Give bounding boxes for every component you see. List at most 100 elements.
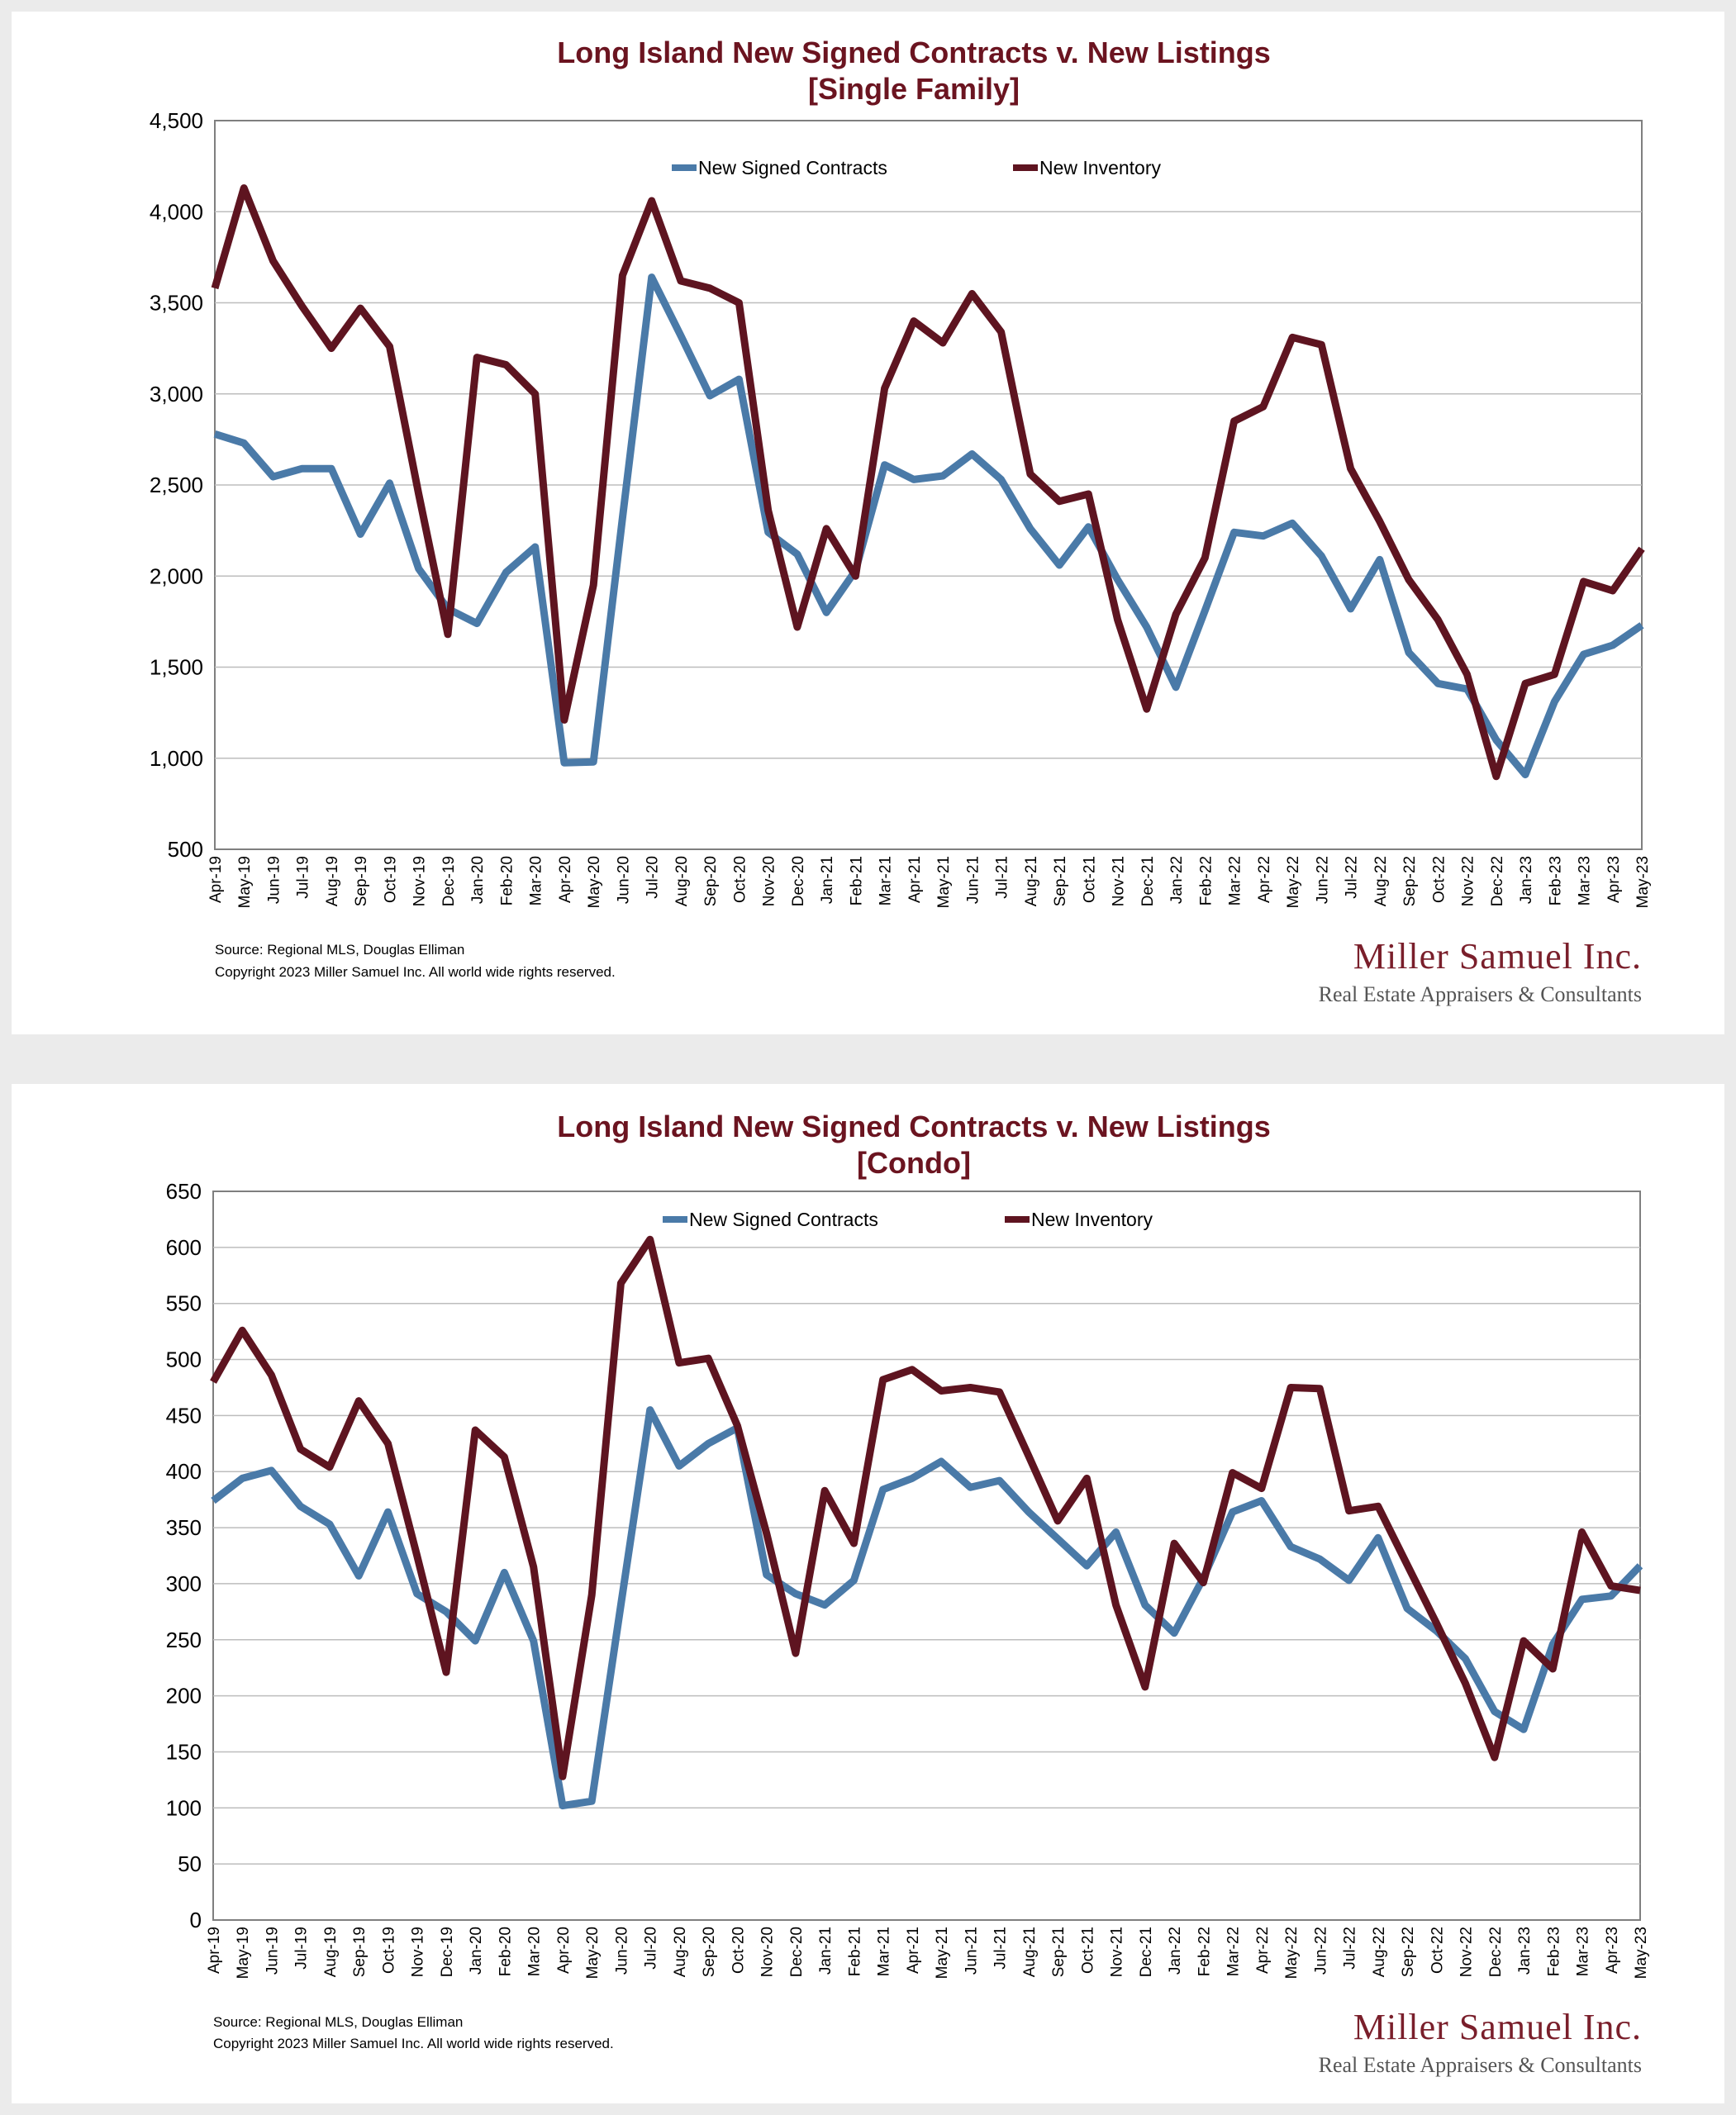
x-tick-label: Jun-22 (1314, 856, 1331, 904)
x-axis: Apr-19 May-19 Jun-19 Jul-19 Aug-19 Sep-19 Oct-… (207, 856, 1652, 908)
chart-panel-condo: Long Island New Signed Contracts v. New … (12, 1084, 1724, 2103)
x-tick-label: Jan-23 (1518, 856, 1535, 904)
x-tick-label: Apr-19 (207, 856, 225, 903)
x-tick-label: Dec-21 (1139, 856, 1157, 906)
y-tick-label: 3,500 (150, 291, 203, 316)
y-tick-label: 600 (166, 1235, 202, 1260)
y-tick-label: 500 (166, 1347, 202, 1372)
x-tick-label: May-21 (935, 856, 953, 908)
chart-single-family: Long Island New Signed Contracts v. New … (150, 36, 1652, 1006)
x-tick-label: Aug-22 (1371, 1927, 1388, 1977)
x-tick-label: Jun-20 (613, 1927, 630, 1975)
series-line-inventory (210, 1235, 1641, 1780)
x-tick-label: Dec-19 (440, 856, 458, 906)
y-axis: 500 1,000 1,500 2,000 2,500 3,000 3,500 4,000 4,… (150, 108, 203, 862)
x-tick-label: Jan-20 (469, 856, 487, 904)
x-tick-label: Feb-23 (1547, 856, 1564, 905)
x-tick-label: May-23 (1633, 1927, 1650, 1979)
x-tick-label: May-22 (1285, 856, 1302, 908)
x-tick-label: Jul-19 (293, 1927, 311, 1970)
x-tick-label: Dec-19 (439, 1927, 456, 1977)
x-tick-label: Oct-20 (730, 1927, 747, 1974)
y-tick-label: 350 (166, 1515, 202, 1540)
plot-area (212, 1191, 1641, 1921)
y-tick-label: 300 (166, 1571, 202, 1596)
x-tick-label: May-19 (235, 1927, 252, 1979)
x-tick-label: Aug-22 (1372, 856, 1390, 906)
x-tick-label: Jun-19 (265, 856, 283, 904)
x-tick-label: Feb-21 (848, 856, 865, 905)
x-tick-label: Sep-22 (1401, 856, 1419, 906)
x-tick-label: May-21 (934, 1927, 951, 1979)
x-tick-label: Jan-22 (1168, 856, 1186, 904)
brand-tagline: Real Estate Appraisers & Consultants (1319, 982, 1642, 1006)
x-tick-label: Apr-21 (905, 1927, 922, 1974)
x-tick-label: Apr-20 (557, 856, 574, 903)
x-tick-label: Jan-22 (1167, 1927, 1184, 1975)
y-tick-label: 150 (166, 1739, 202, 1764)
x-tick-label: Aug-19 (322, 1927, 340, 1977)
x-tick-label: Oct-19 (380, 1927, 397, 1974)
y-tick-label: 0 (190, 1908, 202, 1932)
source-note: Source: Regional MLS, Douglas Elliman (213, 2014, 463, 2030)
x-tick-label: Apr-23 (1605, 856, 1623, 903)
chart-subtitle: [Condo] (857, 1146, 971, 1180)
x-tick-label: Aug-19 (324, 856, 341, 906)
x-tick-label: Oct-20 (731, 856, 749, 903)
y-tick-label: 2,500 (150, 473, 203, 497)
y-tick-label: 250 (166, 1628, 202, 1652)
y-tick-label: 400 (166, 1459, 202, 1484)
x-tick-label: Nov-20 (761, 856, 778, 906)
chart-condo: Long Island New Signed Contracts v. New … (166, 1110, 1650, 2077)
x-tick-label: Mar-23 (1575, 1927, 1592, 1976)
x-tick-label: Mar-21 (878, 856, 895, 905)
x-tick-label: Oct-21 (1079, 1927, 1096, 1974)
y-tick-label: 1,000 (150, 746, 203, 771)
x-tick-label: May-23 (1634, 856, 1652, 908)
x-tick-label: Mar-22 (1227, 856, 1244, 905)
x-tick-label: Apr-22 (1256, 856, 1273, 903)
x-tick-label: Jul-19 (295, 856, 312, 899)
x-tick-label: Mar-21 (876, 1927, 893, 1976)
x-tick-label: Aug-20 (673, 856, 691, 906)
x-tick-label: Oct-22 (1430, 856, 1448, 903)
x-tick-label: Nov-21 (1109, 1927, 1126, 1977)
x-tick-label: May-19 (236, 856, 254, 908)
chart-panel-single-family: Long Island New Signed Contracts v. New … (12, 12, 1724, 1034)
x-tick-label: Apr-19 (206, 1927, 223, 1974)
x-tick-label: Nov-19 (411, 856, 429, 906)
brand-logo-text: Miller Samuel Inc. (1353, 936, 1642, 977)
legend: New Signed Contracts New Inventory (672, 157, 1162, 178)
brand-logo-text: Miller Samuel Inc. (1353, 2007, 1642, 2047)
y-tick-label: 1,500 (150, 655, 203, 680)
legend-label-inventory: New Inventory (1039, 157, 1162, 178)
x-tick-label: Nov-22 (1460, 856, 1477, 906)
x-tick-label: Oct-21 (1081, 856, 1098, 903)
x-tick-label: Apr-20 (555, 1927, 573, 1974)
chart-title: Long Island New Signed Contracts v. New … (557, 1110, 1270, 1143)
x-tick-label: Dec-21 (1138, 1927, 1155, 1977)
x-tick-label: Jul-21 (994, 856, 1011, 899)
x-tick-label: Sep-21 (1050, 1927, 1068, 1977)
x-tick-label: Feb-21 (846, 1927, 863, 1976)
x-tick-label: Mar-20 (526, 1927, 544, 1976)
x-tick-label: Jul-22 (1344, 856, 1361, 899)
x-tick-label: Aug-21 (1023, 856, 1040, 906)
x-tick-label: Apr-21 (906, 856, 924, 903)
legend-label-contracts: New Signed Contracts (689, 1209, 878, 1230)
x-tick-label: Jun-20 (615, 856, 632, 904)
x-tick-label: Feb-22 (1197, 856, 1215, 905)
y-tick-label: 4,500 (150, 108, 203, 133)
x-tick-label: Jan-21 (817, 1927, 835, 1975)
y-tick-label: 650 (166, 1179, 202, 1204)
y-tick-label: 200 (166, 1684, 202, 1709)
x-tick-label: Jul-21 (992, 1927, 1010, 1970)
x-tick-label: Jun-22 (1312, 1927, 1329, 1975)
y-tick-label: 3,000 (150, 382, 203, 406)
brand-tagline: Real Estate Appraisers & Consultants (1319, 2053, 1642, 2077)
x-tick-label: Aug-21 (1021, 1927, 1039, 1977)
x-tick-label: Aug-20 (672, 1927, 689, 1977)
x-tick-label: Sep-21 (1052, 856, 1069, 906)
gridlines (213, 1247, 1640, 1865)
x-tick-label: Dec-22 (1487, 1927, 1505, 1977)
